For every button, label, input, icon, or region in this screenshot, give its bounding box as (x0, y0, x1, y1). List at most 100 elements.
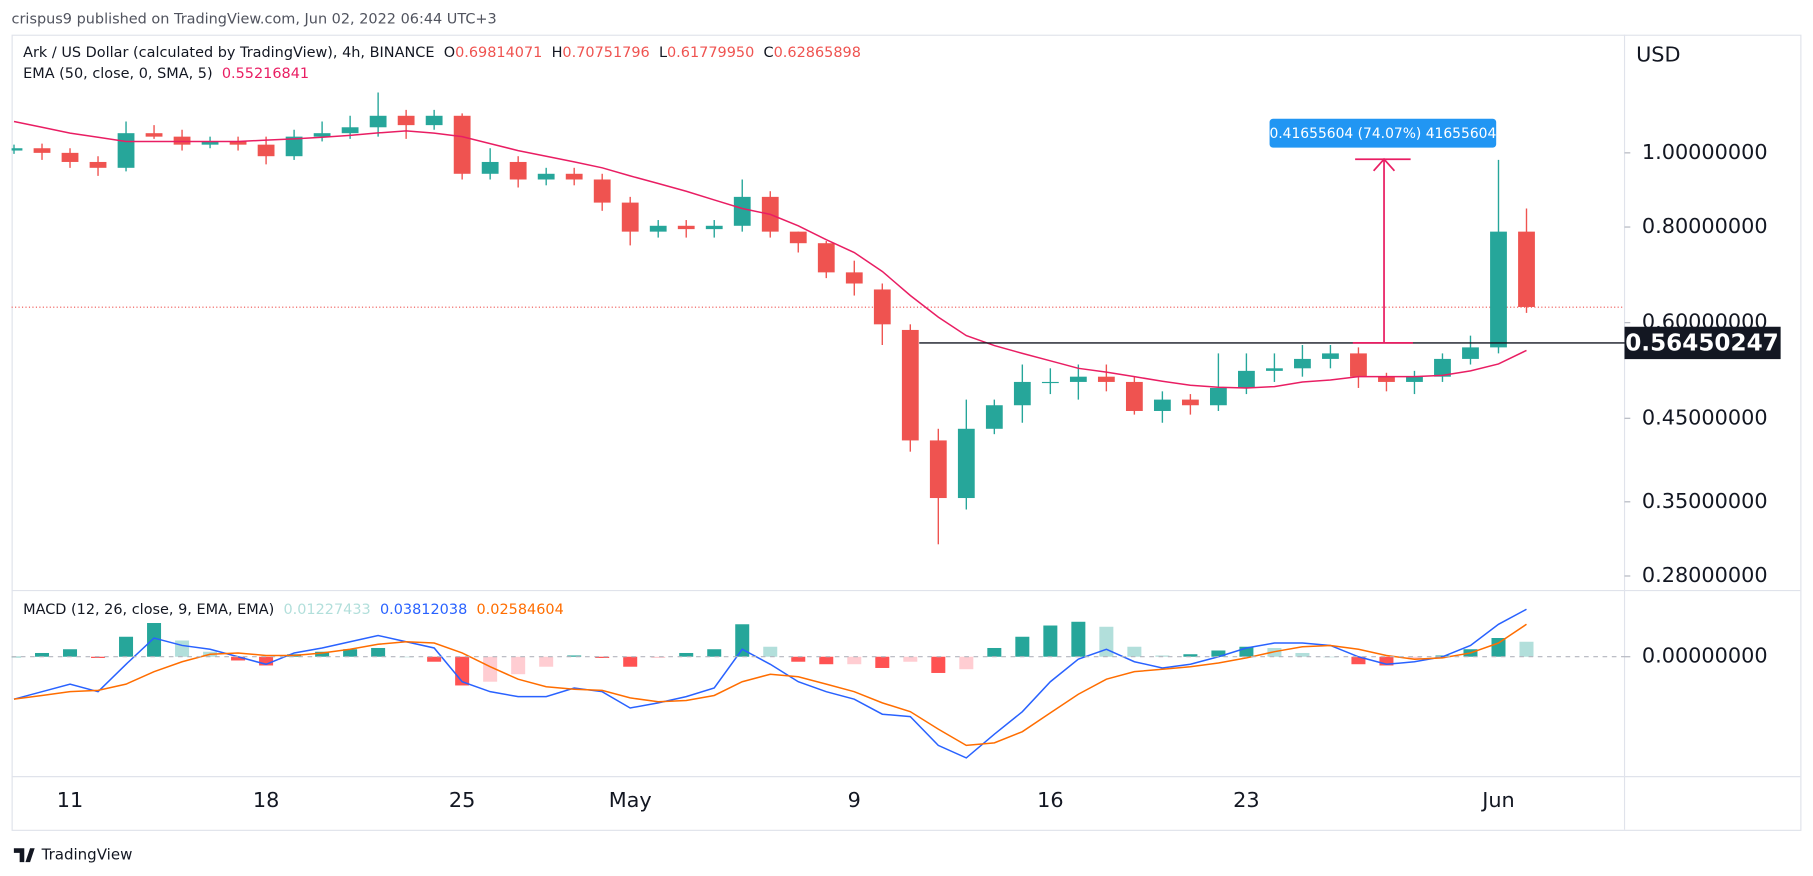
byline: crispus9 published on TradingView.com, J… (12, 12, 497, 28)
candle-body (565, 173, 583, 180)
y-tick-label: 1.00000000 (1642, 140, 1768, 164)
legend-value: 0.03812038 (380, 602, 467, 618)
ohlc-value: 0.70751796 (562, 45, 649, 61)
ohlc-label: O (444, 45, 455, 61)
candle-body (929, 440, 947, 499)
histogram-bar (679, 652, 694, 657)
histogram-bar (1407, 656, 1422, 660)
histogram-bar (1351, 656, 1366, 665)
ohlc-label: H (552, 45, 563, 61)
legend-value: 0.02584604 (476, 602, 563, 618)
candle-body (11, 148, 23, 151)
x-tick-label: 11 (57, 788, 83, 812)
histogram-bar (1323, 656, 1338, 658)
candle-body (1294, 358, 1311, 369)
histogram-bar (1071, 621, 1086, 657)
candle-body (145, 133, 163, 137)
candle-body (677, 225, 695, 230)
ohlc-value: 0.61779950 (667, 45, 754, 61)
x-tick-label: 9 (848, 788, 861, 812)
candle-body (537, 173, 555, 180)
measure-label: 0.41655604 (74.07%) 41655604 (1269, 126, 1496, 142)
candle-body (1181, 399, 1199, 406)
histogram-bar (539, 656, 554, 667)
candle-body (1266, 368, 1283, 371)
legend-value: 0.01227433 (283, 602, 370, 618)
histogram-bar (987, 647, 1002, 657)
candle-body (733, 196, 751, 226)
histogram-bar (1015, 636, 1030, 657)
candle-body (1125, 381, 1143, 411)
candle-body (985, 405, 1003, 429)
candle-body (313, 133, 331, 137)
candle-body (1406, 376, 1423, 382)
histogram-bar (315, 651, 330, 657)
candle-body (201, 141, 219, 145)
histogram-bar (1239, 646, 1254, 657)
legend-value: 0.55216841 (222, 66, 309, 82)
histogram-bar (399, 656, 414, 658)
measure-label-box (1269, 118, 1497, 148)
histogram-bar (847, 656, 862, 665)
logo: TradingView (13, 846, 133, 864)
candle-body (1462, 347, 1479, 359)
candle-body (1209, 387, 1227, 406)
candle-body (509, 161, 527, 180)
line-series (13, 608, 1527, 759)
x-tick-label: 16 (1037, 788, 1063, 812)
legend-title: MACD (12, 26, close, 9, EMA, EMA) (23, 602, 274, 618)
y-tick-label: 0.80000000 (1642, 214, 1768, 238)
x-tick-label: May (609, 788, 652, 812)
candle-body (173, 136, 191, 145)
candle-body (621, 202, 639, 232)
histogram-bar (91, 656, 106, 658)
candle-body (341, 127, 359, 134)
candle-body (1097, 376, 1115, 382)
candle-body (33, 148, 51, 153)
candle-body (593, 179, 611, 203)
histogram-bar (567, 655, 582, 657)
x-tick-label: Jun (1480, 788, 1515, 812)
legend: EMA (50, close, 0, SMA, 5) 0.55216841 (23, 66, 309, 82)
candle-body (1153, 399, 1171, 411)
candle-body (1041, 381, 1059, 384)
histogram-bar (1155, 655, 1170, 657)
x-tick-label: 23 (1233, 788, 1259, 812)
candle-body (845, 272, 863, 284)
candle-body (1434, 358, 1451, 377)
candle-body (369, 115, 387, 128)
histogram-bar (259, 656, 274, 666)
histogram-bar (819, 656, 834, 665)
candle-body (1238, 370, 1255, 388)
chart-frame (11, 34, 1802, 831)
histogram-bar (1183, 654, 1198, 657)
logo-text: TradingView (41, 846, 133, 864)
candle-body (425, 115, 443, 126)
histogram-bar (175, 640, 190, 657)
histogram-bar (1127, 646, 1142, 657)
histogram-bar (903, 656, 918, 662)
histogram-bar (1043, 625, 1058, 657)
candle-body (817, 243, 835, 273)
line-series (13, 120, 1527, 389)
candle-body (1350, 353, 1367, 377)
histogram-bar (343, 649, 358, 657)
ohlc-value: 0.69814071 (455, 45, 542, 61)
legend: Ark / US Dollar (calculated by TradingVi… (23, 45, 861, 61)
histogram-bar (623, 656, 638, 667)
histogram-bar (1519, 641, 1534, 657)
histogram-bar (707, 649, 722, 657)
candle-body (285, 136, 303, 157)
level-label: 0.56450247 (1625, 331, 1779, 357)
histogram-bar (483, 656, 498, 682)
candle-body (117, 133, 135, 168)
histogram-bar (511, 656, 526, 675)
y-tick-label: 0.45000000 (1642, 405, 1768, 429)
histogram-bar (763, 646, 778, 657)
histogram-bar (371, 647, 386, 657)
level-label-box (1624, 326, 1781, 360)
histogram-bar (959, 656, 974, 670)
candle-body (1518, 231, 1535, 307)
histogram-bar (147, 623, 162, 657)
